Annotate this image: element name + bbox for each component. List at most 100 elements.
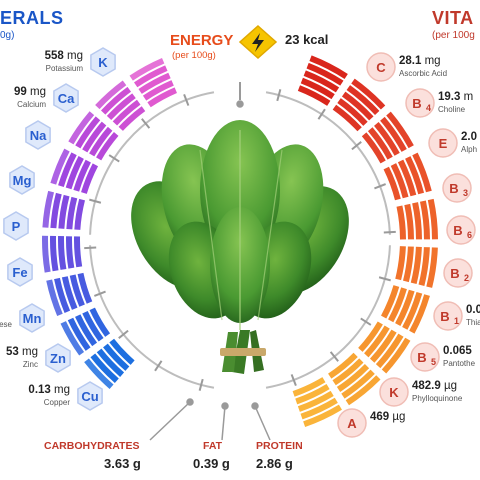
tick-mark	[84, 246, 97, 250]
bar-segment	[109, 338, 135, 365]
mineral-symbol: Cu	[81, 389, 98, 404]
mineral-badge-ca: Ca	[53, 83, 79, 113]
bar-segment	[58, 194, 70, 229]
ring-arc	[89, 245, 215, 389]
carbohydrates-value: 3.63 g	[104, 456, 141, 471]
bar-segment	[303, 70, 340, 93]
macro-connectors	[149, 100, 271, 441]
mineral-name: Copper	[43, 398, 70, 407]
bar-segment	[50, 192, 62, 229]
bar-segment	[395, 246, 406, 281]
tick-mark	[89, 198, 102, 204]
vitamin-symbol: B	[450, 266, 459, 281]
bar-segment	[67, 317, 91, 351]
bar-segment	[337, 98, 368, 126]
tick-mark	[329, 351, 339, 362]
vitamin-badge-a: A	[337, 408, 367, 438]
bar-segment	[66, 196, 78, 230]
mineral-symbol: K	[98, 55, 108, 70]
energy-subtitle: (per 100g)	[172, 50, 216, 61]
vitamin-name: Pantothe	[443, 359, 476, 368]
mineral-symbol: Ca	[58, 91, 75, 106]
bar-segment	[61, 276, 78, 310]
bar-segment	[147, 87, 177, 108]
tick-mark	[141, 118, 151, 129]
bar-segment	[68, 111, 95, 145]
mineral-badge-k: K	[90, 47, 116, 77]
bar-segment	[129, 58, 165, 81]
bar-segment	[375, 333, 404, 369]
vitamin-value: 469 µg	[370, 411, 406, 423]
bar-segment	[300, 77, 335, 100]
bar-segment	[82, 310, 104, 342]
vitamin-badges: CB 4EB 3B 6B 2B 1B 5KA	[337, 52, 476, 438]
twine-icon	[220, 348, 266, 356]
vitamins-subtitle: (per 100g	[432, 30, 475, 41]
mineral-badge-p: P	[3, 211, 29, 241]
bar-segment	[309, 55, 348, 79]
bar-segment	[297, 390, 334, 412]
bar-segment	[341, 91, 374, 121]
dial-ticks	[84, 82, 396, 391]
bar-segment	[351, 78, 386, 110]
vitamin-symbol: B	[417, 350, 426, 365]
tick-mark	[360, 317, 372, 326]
bar-segment	[306, 62, 344, 86]
tick-mark	[276, 89, 282, 102]
ring-arc	[265, 91, 391, 235]
bar-segment	[58, 152, 77, 187]
energy-label: ENERGY	[170, 32, 234, 49]
bar-segment	[381, 285, 400, 319]
bar-segment	[60, 321, 85, 356]
bar-segment	[103, 343, 130, 371]
vitamin-badge-c: C	[366, 52, 396, 82]
bar-segment	[341, 369, 375, 399]
bar-segment	[404, 203, 414, 240]
bar-segment	[81, 163, 99, 194]
vitamin-badge-k: K	[379, 377, 409, 407]
tick-mark	[317, 108, 326, 120]
mineral-symbol: Mg	[13, 173, 32, 188]
bar-segment	[381, 337, 411, 374]
spinach-illustration	[131, 120, 349, 374]
bar-segment	[361, 132, 386, 164]
bar-segment	[374, 122, 400, 156]
protein-value: 2.86 g	[256, 456, 293, 471]
bar-segment	[58, 236, 67, 270]
vitamin-badge-e: E	[428, 128, 458, 158]
mineral-name: ese	[0, 320, 12, 329]
bar-segment	[96, 132, 119, 161]
tick-mark	[290, 374, 297, 386]
lightning-icon	[238, 24, 278, 60]
bar-segment	[84, 358, 114, 389]
bar-segment	[390, 163, 409, 199]
vitamin-symbol: B	[440, 309, 449, 324]
mineral-symbol: Mn	[23, 311, 42, 326]
bar-segment	[297, 85, 331, 106]
bar-segment	[74, 236, 83, 268]
bar-segment	[49, 235, 59, 272]
bar-segment	[106, 93, 136, 121]
vitamin-name: Phylloquinone	[412, 394, 463, 403]
bar-segment	[369, 329, 397, 363]
vitamin-name: Ascorbic Acid	[399, 69, 448, 78]
vitamin-subscript: 1	[454, 316, 459, 326]
bar-segment	[403, 246, 414, 283]
bar-segment	[332, 358, 364, 386]
vitamin-symbol: C	[376, 60, 386, 75]
bar-segment	[405, 156, 425, 195]
fat-label: FAT	[203, 440, 223, 452]
fat-value: 0.39 g	[193, 456, 230, 471]
mineral-name: Zinc	[22, 360, 38, 369]
bar-segment	[95, 80, 127, 110]
mineral-value: 99 mg	[14, 86, 46, 98]
vitamin-name: Alph	[461, 145, 478, 154]
ring-arc	[89, 91, 215, 235]
mineral-name: Potassium	[45, 64, 83, 73]
bar-segment	[419, 200, 430, 240]
tick-mark	[108, 154, 120, 163]
bar-segment	[418, 247, 430, 286]
